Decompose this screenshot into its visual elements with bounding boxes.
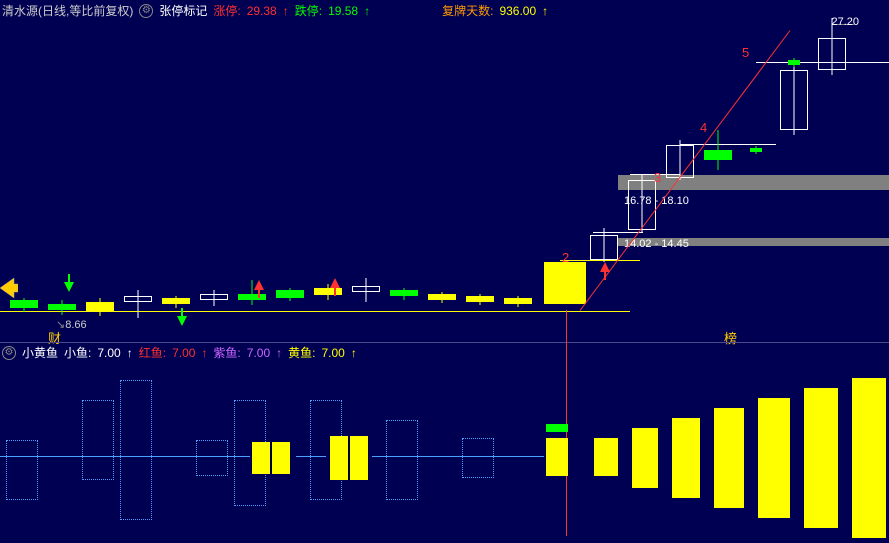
vertical-marker xyxy=(566,310,567,536)
indicator-item: 黄鱼: xyxy=(288,344,315,361)
indicator-box xyxy=(82,400,114,480)
candle xyxy=(704,0,732,340)
indicator-box xyxy=(462,438,494,478)
settings-icon[interactable]: ⚙ xyxy=(2,346,16,360)
indicator-item: 7.00 xyxy=(321,346,344,360)
candle xyxy=(390,0,418,340)
candle xyxy=(352,0,380,340)
candle xyxy=(86,0,114,340)
candle xyxy=(314,0,342,340)
volume-bar xyxy=(594,438,618,476)
wave-label: 2 xyxy=(562,250,569,265)
panel-divider xyxy=(0,342,889,343)
volume-bar xyxy=(546,424,568,432)
volume-bar xyxy=(546,438,568,476)
volume-bar xyxy=(330,436,348,480)
indicator-item: 7.00 xyxy=(172,346,195,360)
indicator-item: 7.00 xyxy=(97,346,120,360)
resume-arrow-icon: ↑ xyxy=(542,4,548,18)
volume-bar xyxy=(272,442,290,474)
indicator-box xyxy=(386,420,418,500)
candle xyxy=(666,0,694,340)
wave-label: 4 xyxy=(700,120,707,135)
indicator-item: 小鱼: xyxy=(64,344,91,361)
candle xyxy=(780,0,808,340)
arrow-up-icon xyxy=(600,262,610,272)
volume-bar xyxy=(350,436,368,480)
wave-label: 5 xyxy=(742,45,749,60)
candle xyxy=(428,0,456,340)
stock-chart: 清水源(日线,等比前复权) ⚙ 张停标记 涨停: 29.38 ↑ 跌停: 19.… xyxy=(0,0,889,543)
candle xyxy=(200,0,228,340)
candle xyxy=(466,0,494,340)
volume-bar xyxy=(672,418,700,498)
highlight-candle xyxy=(544,262,586,304)
char-bang: 榜 xyxy=(724,328,737,347)
indicator-item: 红鱼: xyxy=(139,344,166,361)
candle xyxy=(10,0,38,340)
indicator-item: 紫鱼: xyxy=(213,344,240,361)
volume-bar xyxy=(632,428,658,488)
candle xyxy=(628,0,656,340)
indicator-header: ⚙ 小黄鱼小鱼:7.00↑红鱼:7.00↑紫鱼:7.00↑黄鱼:7.00↑ xyxy=(2,344,357,361)
wave-label: 3 xyxy=(654,170,661,185)
volume-bar xyxy=(252,442,270,474)
volume-bar xyxy=(804,388,838,528)
arrow-down-icon xyxy=(64,282,74,292)
volume-bar xyxy=(714,408,744,508)
volume-bar xyxy=(758,398,790,518)
indicator-box xyxy=(6,440,38,500)
indicator-item: 7.00 xyxy=(247,346,270,360)
indicator-box xyxy=(196,440,228,476)
candle xyxy=(504,0,532,340)
arrow-down-icon xyxy=(177,316,187,326)
arrow-up-icon xyxy=(254,280,264,290)
arrow-up-icon xyxy=(330,278,340,288)
candle xyxy=(818,0,846,340)
candle xyxy=(124,0,152,340)
last-price: 27.20 xyxy=(831,16,859,28)
candle xyxy=(276,0,304,340)
volume-bar xyxy=(852,378,886,538)
indicator-item: 小黄鱼 xyxy=(22,344,58,361)
indicator-box xyxy=(120,380,152,520)
candle xyxy=(162,0,190,340)
